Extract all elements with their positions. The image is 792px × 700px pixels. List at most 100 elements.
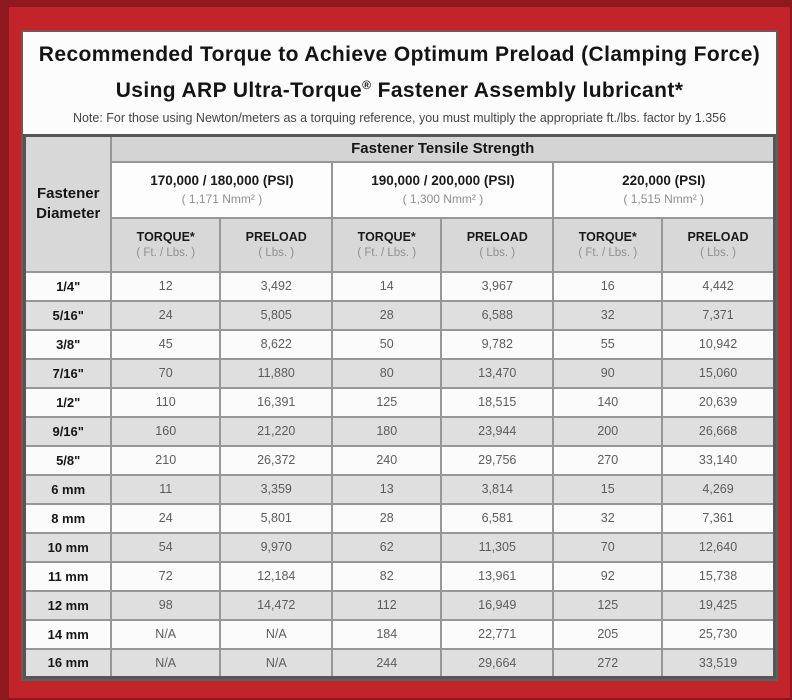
preload-column-header: PRELOAD ( Lbs. ): [219, 216, 334, 273]
torque-value-cell: 240: [331, 444, 443, 476]
torque-value-cell: 55: [552, 328, 664, 360]
preload-value-cell: 5,801: [219, 502, 334, 534]
preload-value-cell: 9,782: [440, 328, 555, 360]
torque-column-header: TORQUE* ( Ft. / Lbs. ): [552, 216, 664, 273]
fastener-diameter-cell: 3/8": [23, 328, 113, 360]
torque-value-cell: 80: [331, 357, 443, 389]
poster-red-border: Recommended Torque to Achieve Optimum Pr…: [9, 7, 790, 698]
torque-value-cell: 140: [552, 386, 664, 418]
preload-value-cell: N/A: [219, 647, 334, 679]
torque-value-cell: 270: [552, 444, 664, 476]
preload-value-cell: 21,220: [219, 415, 334, 447]
header-row-torque-preload: TORQUE* ( Ft. / Lbs. ) PRELOAD ( Lbs. ) TORQ…: [25, 216, 776, 273]
table-row: 14 mm N/A N/A 184 22,771 205 25,730: [23, 618, 776, 650]
table-row: 5/16" 24 5,805 28 6,588 32 7,371: [23, 299, 776, 331]
psi-rating-label: 190,000 / 200,000 (PSI): [371, 173, 515, 188]
torque-value-cell: 205: [552, 618, 664, 650]
table-row: 12 mm 98 14,472 112 16,949 125 19,425: [23, 589, 776, 621]
torque-value-cell: 12: [110, 270, 222, 302]
torque-value-cell: 54: [110, 531, 222, 563]
fastener-diameter-cell: 9/16": [23, 415, 113, 447]
preload-value-cell: 16,391: [219, 386, 334, 418]
table-row: 5/8" 210 26,372 240 29,756 270 33,140: [23, 444, 776, 476]
preload-value-cell: N/A: [219, 618, 334, 650]
preload-value-cell: 12,640: [661, 531, 776, 563]
torque-value-cell: 24: [110, 502, 222, 534]
preload-label: PRELOAD: [245, 230, 307, 244]
preload-value-cell: 12,184: [219, 560, 334, 592]
torque-value-cell: 200: [552, 415, 664, 447]
preload-value-cell: 7,371: [661, 299, 776, 331]
torque-value-cell: 15: [552, 473, 664, 505]
torque-value-cell: 13: [331, 473, 443, 505]
torque-value-cell: 32: [552, 502, 664, 534]
preload-value-cell: 9,970: [219, 531, 334, 563]
nmm-rating-label: ( 1,171 Nmm² ): [181, 192, 263, 206]
fastener-diameter-cell: 16 mm: [23, 647, 113, 679]
torque-value-cell: 50: [331, 328, 443, 360]
preload-value-cell: 26,668: [661, 415, 776, 447]
preload-column-header: PRELOAD ( Lbs. ): [440, 216, 555, 273]
preload-unit-label: ( Lbs. ): [479, 247, 516, 259]
preload-value-cell: 18,515: [440, 386, 555, 418]
preload-value-cell: 20,639: [661, 386, 776, 418]
torque-value-cell: 72: [110, 560, 222, 592]
torque-label: TORQUE*: [357, 230, 416, 244]
torque-value-cell: 244: [331, 647, 443, 679]
torque-value-cell: 28: [331, 502, 443, 534]
corner-header-fastener-diameter: Fastener Diameter: [23, 134, 113, 273]
torque-label: TORQUE*: [578, 230, 637, 244]
table-row: 11 mm 72 12,184 82 13,961 92 15,738: [23, 560, 776, 592]
torque-column-header: TORQUE* ( Ft. / Lbs. ): [110, 216, 222, 273]
fastener-diameter-cell: 5/16": [23, 299, 113, 331]
preload-value-cell: 3,492: [219, 270, 334, 302]
preload-value-cell: 15,738: [661, 560, 776, 592]
psi-rating-header: 190,000 / 200,000 (PSI) ( 1,300 Nmm² ): [331, 160, 555, 219]
torque-value-cell: N/A: [110, 618, 222, 650]
fastener-diameter-cell: 11 mm: [23, 560, 113, 592]
psi-rating-label: 170,000 / 180,000 (PSI): [150, 173, 294, 188]
table-header: Fastener Diameter Fastener Tensile Stren…: [23, 134, 776, 273]
torque-value-cell: 272: [552, 647, 664, 679]
registered-trademark-symbol: ®: [362, 78, 372, 92]
table-row: 1/2" 110 16,391 125 18,515 140 20,639: [23, 386, 776, 418]
fastener-diameter-cell: 5/8": [23, 444, 113, 476]
preload-value-cell: 8,622: [219, 328, 334, 360]
torque-value-cell: 125: [331, 386, 443, 418]
fastener-diameter-cell: 14 mm: [23, 618, 113, 650]
torque-value-cell: 14: [331, 270, 443, 302]
page-title: Recommended Torque to Achieve Optimum Pr…: [23, 32, 776, 106]
preload-value-cell: 19,425: [661, 589, 776, 621]
title-line-2: Using ARP Ultra-Torque® Fastener Assembl…: [23, 70, 776, 106]
preload-value-cell: 33,140: [661, 444, 776, 476]
fastener-diameter-cell: 7/16": [23, 357, 113, 389]
preload-value-cell: 15,060: [661, 357, 776, 389]
torque-value-cell: 90: [552, 357, 664, 389]
torque-value-cell: 16: [552, 270, 664, 302]
torque-value-cell: 180: [331, 415, 443, 447]
preload-value-cell: 14,472: [219, 589, 334, 621]
torque-value-cell: 62: [331, 531, 443, 563]
preload-value-cell: 22,771: [440, 618, 555, 650]
preload-column-header: PRELOAD ( Lbs. ): [661, 216, 776, 273]
torque-value-cell: 70: [552, 531, 664, 563]
conversion-note: Note: For those using Newton/meters as a…: [72, 111, 727, 125]
preload-label: PRELOAD: [687, 230, 749, 244]
preload-value-cell: 6,588: [440, 299, 555, 331]
torque-value-cell: 210: [110, 444, 222, 476]
preload-value-cell: 10,942: [661, 328, 776, 360]
torque-value-cell: 70: [110, 357, 222, 389]
preload-value-cell: 13,470: [440, 357, 555, 389]
fastener-diameter-cell: 1/2": [23, 386, 113, 418]
preload-value-cell: 3,814: [440, 473, 555, 505]
torque-column-header: TORQUE* ( Ft. / Lbs. ): [331, 216, 443, 273]
preload-value-cell: 5,805: [219, 299, 334, 331]
torque-value-cell: 110: [110, 386, 222, 418]
title-line-1: Recommended Torque to Achieve Optimum Pr…: [38, 43, 761, 66]
preload-value-cell: 25,730: [661, 618, 776, 650]
torque-unit-label: ( Ft. / Lbs. ): [578, 247, 638, 259]
torque-spec-table: Fastener Diameter Fastener Tensile Stren…: [23, 134, 776, 679]
nmm-rating-label: ( 1,515 Nmm² ): [623, 192, 705, 206]
torque-value-cell: 98: [110, 589, 222, 621]
table-body: 1/4" 12 3,492 14 3,967 16 4,442 5/16" 24 5,805 28 6…: [23, 270, 776, 679]
